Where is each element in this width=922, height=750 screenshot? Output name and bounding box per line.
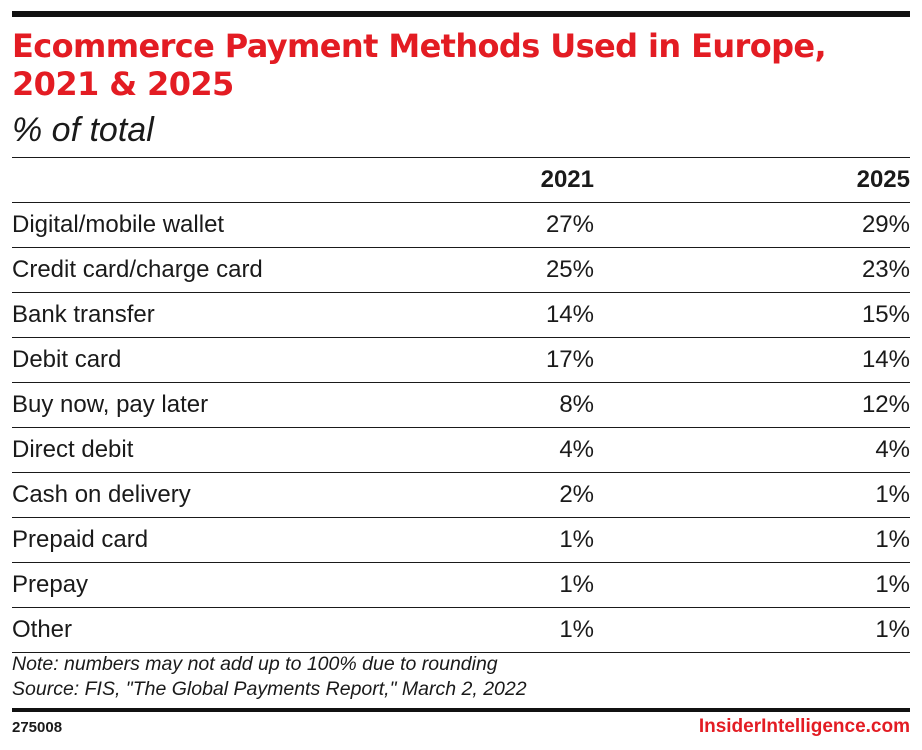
value-2021: 1% [467, 562, 594, 608]
value-2021: 25% [467, 247, 594, 293]
table-row: Prepaid card 1% 1% [12, 517, 910, 563]
table-row: Bank transfer 14% 15% [12, 292, 910, 338]
value-2021: 17% [467, 337, 594, 383]
value-2025: 1% [594, 562, 910, 608]
row-label: Other [12, 607, 467, 653]
value-2025: 14% [594, 337, 910, 383]
value-2021: 14% [467, 292, 594, 338]
column-header-2021: 2021 [467, 157, 594, 203]
column-header-label [12, 157, 467, 203]
chart-title: Ecommerce Payment Methods Used in Europe… [12, 27, 827, 103]
value-2025: 1% [594, 472, 910, 518]
footnote: Note: numbers may not add up to 100% due… [12, 652, 527, 702]
value-2021: 27% [467, 202, 594, 248]
table-body: Digital/mobile wallet 27% 29% Credit card/c… [12, 202, 910, 653]
value-2021: 1% [467, 607, 594, 653]
row-label: Digital/mobile wallet [12, 202, 467, 248]
value-2021: 8% [467, 382, 594, 428]
table-row: Direct debit 4% 4% [12, 427, 910, 473]
value-2021: 2% [467, 472, 594, 518]
value-2025: 23% [594, 247, 910, 293]
bottom-rule [12, 708, 910, 712]
row-label: Cash on delivery [12, 472, 467, 518]
table-row: Credit card/charge card 25% 23% [12, 247, 910, 293]
note-text: Note: numbers may not add up to 100% due… [12, 653, 498, 675]
chart-id: 275008 [12, 719, 63, 736]
source-text: Source: FIS, "The Global Payments Report… [12, 678, 527, 700]
row-label: Prepaid card [12, 517, 467, 563]
table-row: Digital/mobile wallet 27% 29% [12, 202, 910, 248]
table-row: Other 1% 1% [12, 607, 910, 653]
chart-subtitle: % of total [12, 111, 154, 149]
value-2025: 1% [594, 517, 910, 563]
row-label: Credit card/charge card [12, 247, 467, 293]
value-2025: 29% [594, 202, 910, 248]
value-2025: 1% [594, 607, 910, 653]
row-label: Bank transfer [12, 292, 467, 338]
value-2025: 12% [594, 382, 910, 428]
value-2025: 15% [594, 292, 910, 338]
value-2021: 4% [467, 427, 594, 473]
row-label: Direct debit [12, 427, 467, 473]
table-row: Buy now, pay later 8% 12% [12, 382, 910, 428]
row-label: Prepay [12, 562, 467, 608]
header-row: 2021 2025 [12, 157, 910, 203]
row-label: Buy now, pay later [12, 382, 467, 428]
value-2025: 4% [594, 427, 910, 473]
table-row: Debit card 17% 14% [12, 337, 910, 383]
column-header-2025: 2025 [594, 157, 910, 203]
table-row: Cash on delivery 2% 1% [12, 472, 910, 518]
row-label: Debit card [12, 337, 467, 383]
value-2021: 1% [467, 517, 594, 563]
brand-link[interactable]: InsiderIntelligence.com [698, 716, 910, 737]
data-table: 2021 2025 Digital/mobile wallet 27% 29% Cre… [12, 157, 910, 653]
table-row: Prepay 1% 1% [12, 562, 910, 608]
top-rule [12, 11, 910, 17]
